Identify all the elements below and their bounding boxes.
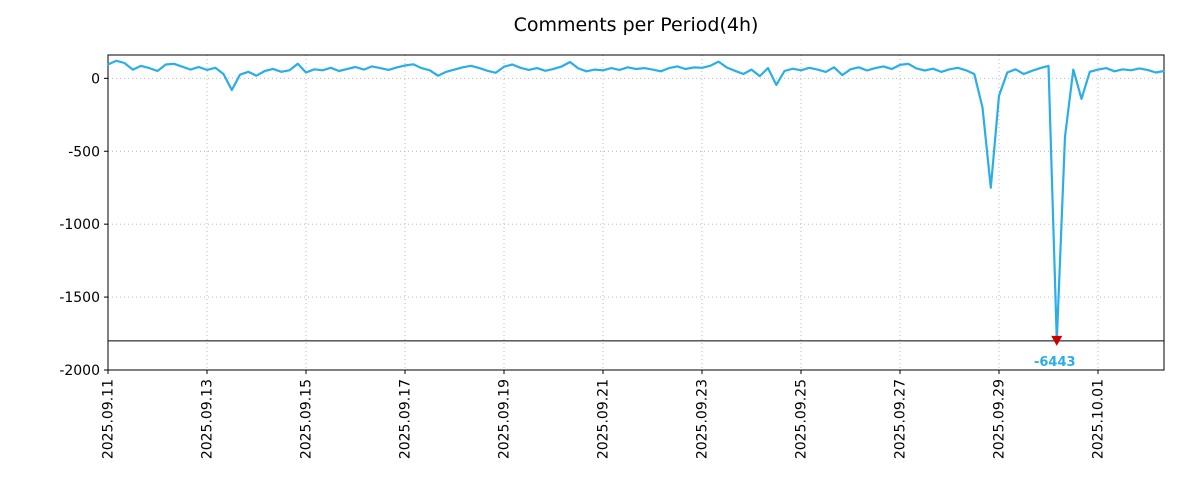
annotation-marker-icon — [1051, 335, 1063, 346]
y-tick-label: 0 — [91, 71, 100, 87]
annotation-label: -6443 — [1034, 355, 1076, 370]
x-tick-label: 2025.09.19 — [497, 379, 513, 459]
x-tick-label: 2025.09.29 — [992, 379, 1008, 459]
x-tick-label: 2025.09.27 — [893, 379, 909, 459]
y-tick-label: -1500 — [59, 290, 100, 306]
series-line — [106, 59, 1166, 342]
x-tick-label: 2025.09.25 — [794, 379, 810, 459]
x-tick-label: 2025.09.17 — [398, 379, 414, 459]
y-tick-label: -1000 — [59, 217, 100, 233]
x-tick-label: 2025.09.21 — [596, 379, 612, 459]
x-tick-label: 2025.09.15 — [299, 379, 315, 459]
x-tick-label: 2025.09.13 — [200, 379, 216, 459]
y-tick-label: -2000 — [59, 363, 100, 379]
y-tick-label: -500 — [68, 144, 100, 160]
x-tick-label: 2025.09.23 — [695, 379, 711, 459]
x-tick-label: 2025.10.01 — [1091, 379, 1107, 459]
chart-title: Comments per Period(4h) — [513, 14, 759, 36]
x-tick-label: 2025.09.11 — [101, 379, 117, 459]
plot-border — [107, 54, 1165, 371]
